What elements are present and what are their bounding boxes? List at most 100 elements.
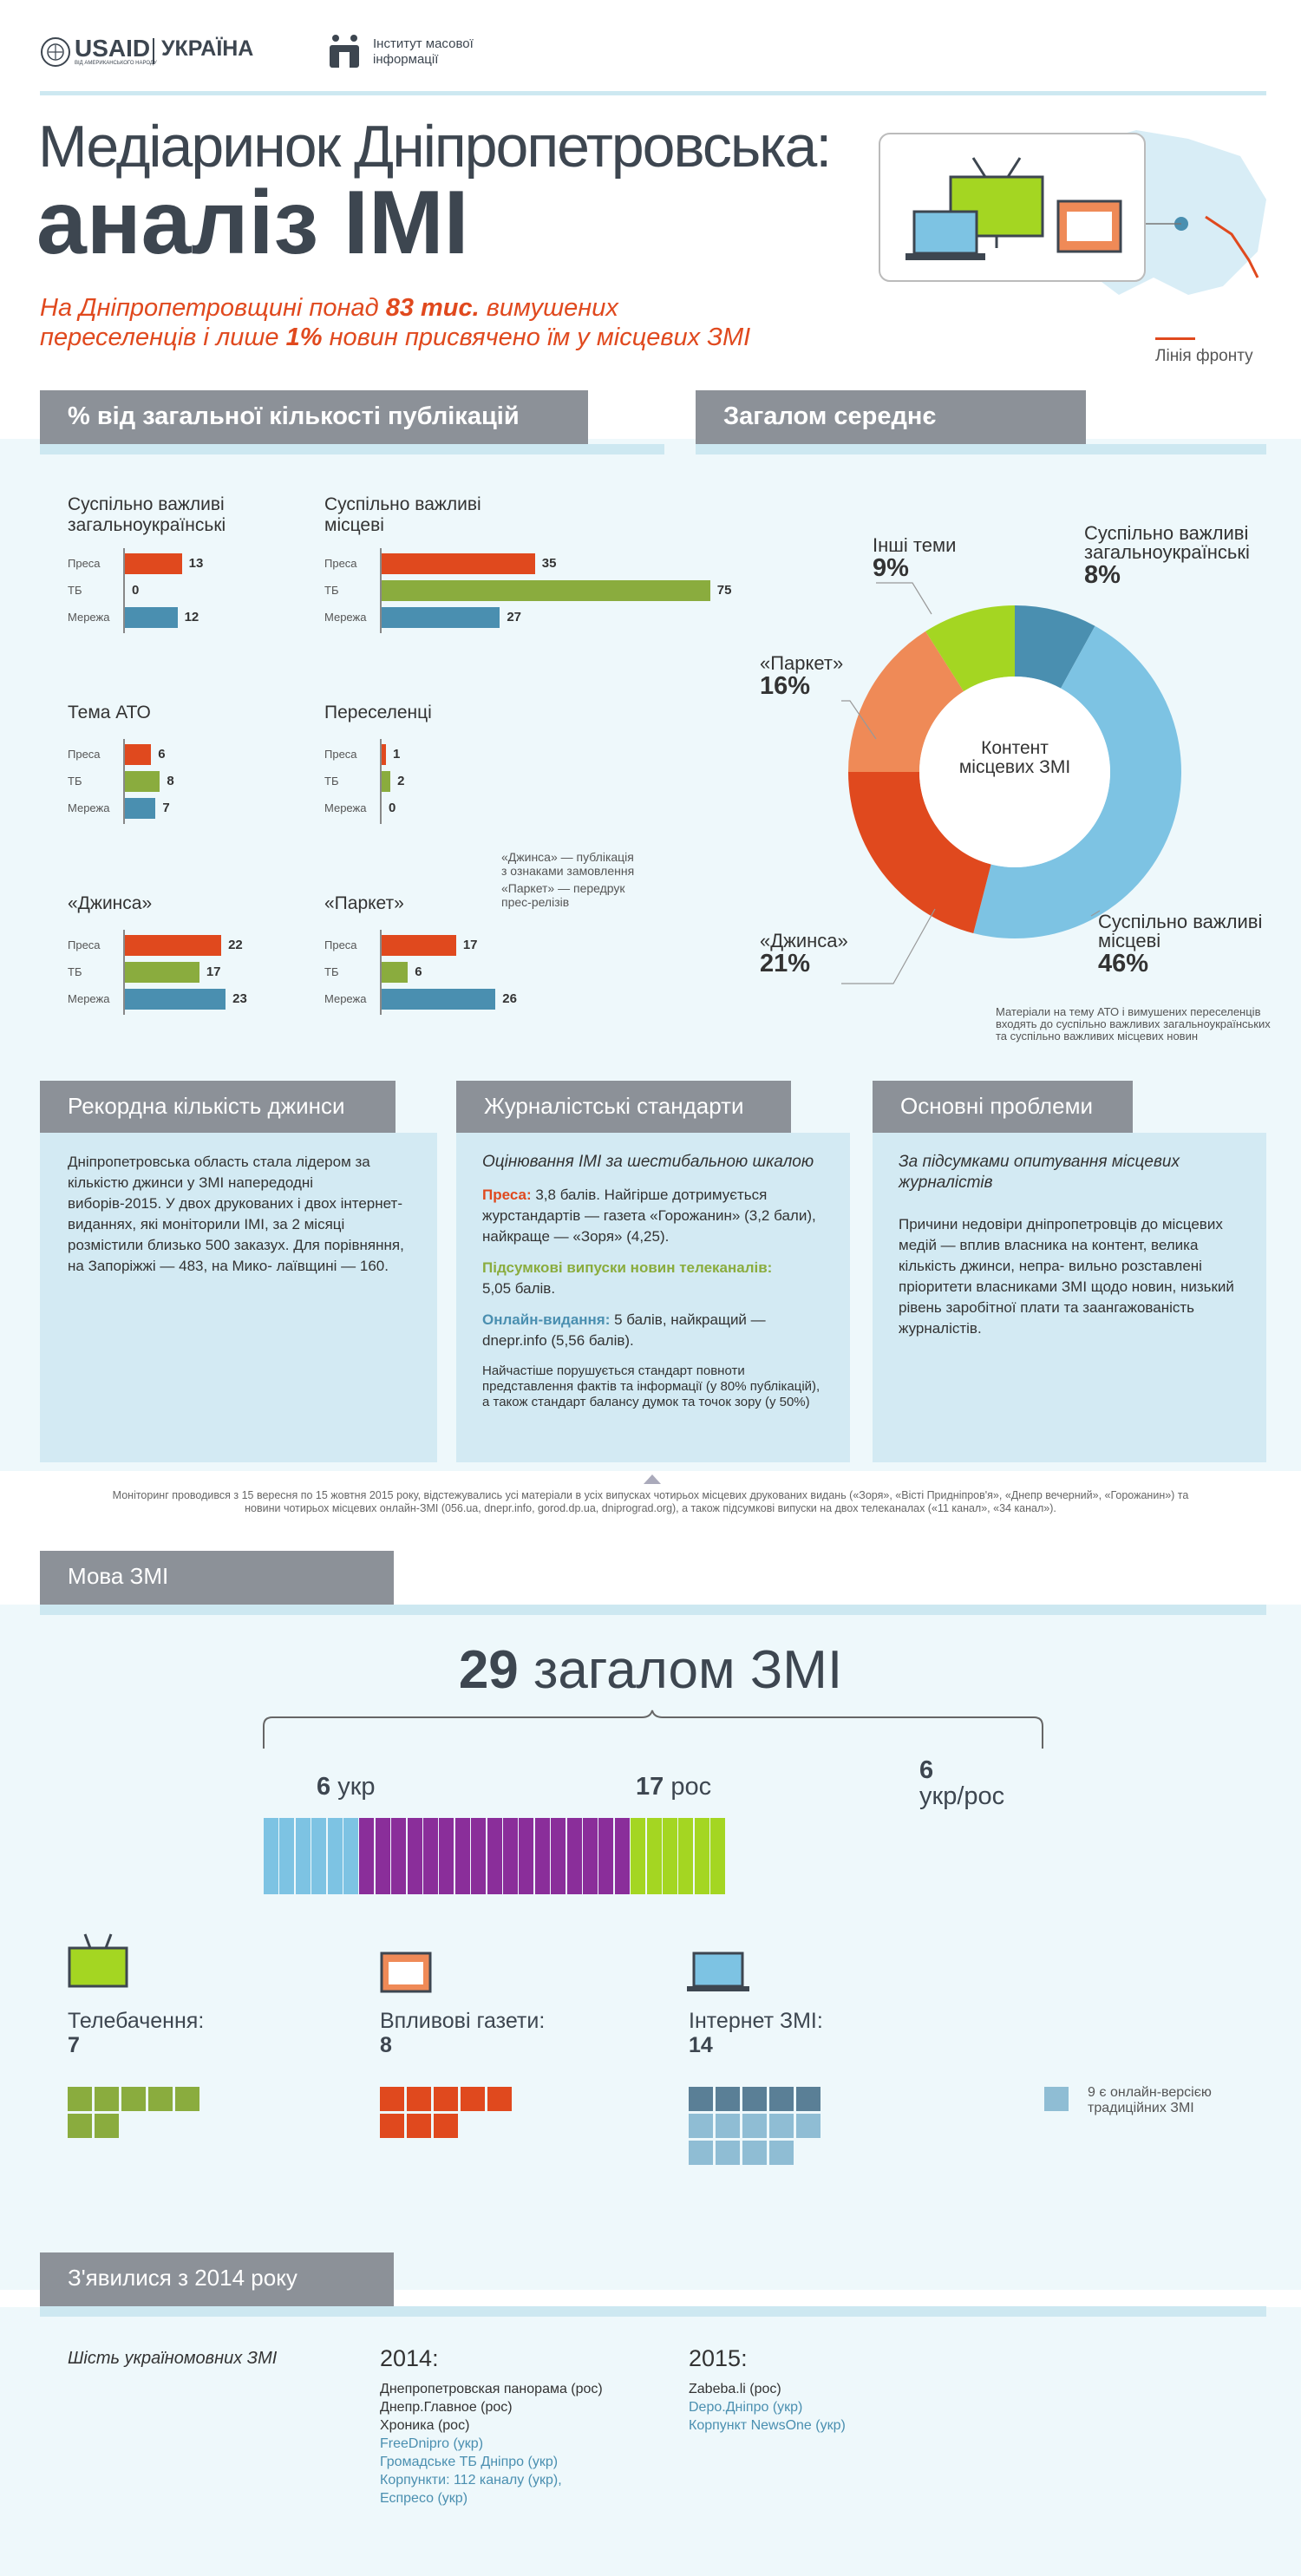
standards-header: Журналістські стандарти — [456, 1081, 791, 1134]
lang-square-ros — [487, 1818, 502, 1894]
standards-footer: Найчастіше порушується стандарт повноти … — [482, 1363, 820, 1409]
bar-category-label: ТБ — [324, 775, 339, 788]
bar-local-0 — [382, 553, 535, 574]
bar-national-2 — [125, 607, 178, 628]
tv-square — [121, 2087, 146, 2111]
media-outlet: Корпункти: 112 каналу (укр), — [380, 2473, 562, 2488]
lang-square-ros — [471, 1818, 487, 1894]
lang-ukr-text: укр — [330, 1773, 376, 1801]
bar-category-label: Мережа — [324, 801, 367, 814]
pie-label-jeansa-name: «Джинса» — [760, 930, 848, 951]
problems-header: Основні проблеми — [873, 1081, 1133, 1134]
standards-box: Оцінювання ІМІ за шестибальною шкалою Пр… — [456, 1133, 850, 1462]
bar-value-label: 7 — [162, 801, 170, 815]
lang-square-ros — [503, 1818, 518, 1894]
bar-category-label: Мережа — [324, 611, 367, 624]
since2014-header-line — [40, 2306, 1266, 2317]
internet-square — [742, 2114, 767, 2138]
press-square — [380, 2114, 404, 2138]
lang-square-mix — [646, 1818, 662, 1894]
lang-square-ukr — [279, 1818, 295, 1894]
bar-value-label: 13 — [188, 556, 204, 571]
subtitle: На Дніпропетровщині понад 83 тис. вимуше… — [40, 293, 750, 352]
bar-value-label: 12 — [184, 610, 199, 624]
online-version-swatch — [1044, 2087, 1069, 2111]
press-square — [407, 2114, 431, 2138]
lang-mix-label: 6 укр/рос — [919, 1757, 1004, 1809]
media-outlet: Хроника (рос) — [380, 2418, 470, 2433]
tv-square — [175, 2087, 199, 2111]
problems-heading: За підсумками опитування місцевих журнал… — [899, 1153, 1180, 1192]
donut-slice-national — [1015, 605, 1095, 689]
press-square — [487, 2087, 512, 2111]
bar-category-label: Преса — [324, 938, 357, 951]
language-total: 29 загалом ЗМІ — [0, 1639, 1301, 1701]
bar-category-label: ТБ — [68, 965, 82, 978]
note-parket: «Паркет» — передрук прес-релізів — [501, 881, 625, 909]
media-outlet: Громадське ТБ Дніпро (укр) — [380, 2455, 559, 2469]
bar-value-label: 23 — [232, 991, 247, 1006]
tv-square — [95, 2087, 119, 2111]
press-square — [434, 2114, 458, 2138]
lang-ros-text: рос — [664, 1773, 712, 1801]
media-outlet: Depo.Дніпро (укр) — [689, 2400, 803, 2415]
front-line-label: Лінія фронту — [1155, 347, 1253, 365]
bar-category-label: ТБ — [68, 775, 82, 788]
tv-type-label: Телебачення: — [68, 2009, 205, 2033]
tv-type-count: 7 — [68, 2033, 80, 2057]
press-type-count: 8 — [380, 2033, 392, 2057]
pie-label-jeansa: «Джинса» 21% — [760, 930, 899, 977]
lang-square-ukr — [295, 1818, 311, 1894]
standards-tv: Підсумкові випуски новин телеканалів: 5,… — [482, 1258, 824, 1299]
internet-square — [769, 2087, 794, 2111]
lang-square-ros — [359, 1818, 375, 1894]
standards-press-text: 3,8 балів. Найгірше дотримується журстан… — [482, 1187, 816, 1245]
pie-label-other-pct: 9% — [873, 554, 909, 582]
language-band — [0, 1605, 1301, 2290]
lang-square-ros — [551, 1818, 566, 1894]
six-ukr-label: Шість україномовних ЗМІ — [68, 2349, 278, 2368]
subtitle-p1: На Дніпропетровщині понад — [40, 294, 386, 322]
front-line-swatch — [1155, 337, 1195, 340]
bar-value-label: 22 — [228, 938, 243, 952]
media-outlet: Днепропетровская панорама (рос) — [380, 2382, 603, 2396]
bar-value-label: 2 — [397, 774, 405, 788]
lang-square-ros — [566, 1818, 582, 1894]
record-header: Рекордна кількість джинси — [40, 1081, 396, 1134]
media-outlet: FreeDnipro (укр) — [380, 2436, 484, 2451]
bar-national-0 — [125, 553, 182, 574]
bar-value-label: 17 — [206, 964, 221, 979]
bar-category-label: Преса — [324, 748, 357, 761]
subtitle-p2: 83 тис. — [385, 294, 480, 322]
standards-online-label: Онлайн-видання: — [482, 1311, 611, 1328]
list-2014: Днепропетровская панорама (рос) Днепр.Гла… — [380, 2380, 603, 2507]
pie-label-national-name: Суспільно важливі загальноукраїнські — [1084, 522, 1250, 563]
note-pie: Матеріали на тему АТО і вимушених пересе… — [996, 1005, 1271, 1043]
bar-category-label: Мережа — [68, 992, 110, 1005]
imi-logo: Інститут масової інформації — [328, 33, 501, 71]
publications-header: % від загальної кількості публікацій — [40, 390, 588, 444]
language-total-num: 29 — [458, 1640, 519, 1700]
content-donut-chart — [848, 605, 1181, 938]
standards-tv-text: 5,05 балів. — [482, 1280, 556, 1297]
imi-logo-icon — [330, 35, 359, 68]
lang-ros-label: 17 рос — [636, 1773, 711, 1801]
press-square — [434, 2087, 458, 2111]
list-2015: Zabeba.li (рос) Depo.Дніпро (укр) Корпункт… — [689, 2380, 846, 2435]
standards-press: Преса: 3,8 балів. Найгірше дотримується … — [482, 1185, 824, 1247]
bar-idp-0 — [382, 744, 387, 765]
since2014-band — [0, 2307, 1301, 2576]
pie-label-other: Інші теми 9% — [873, 536, 1011, 582]
bar-parket-2 — [382, 989, 496, 1010]
page-title-line2: аналіз ІМІ — [36, 173, 469, 273]
bar-category-label: ТБ — [68, 584, 82, 597]
bar-category-label: Мережа — [324, 992, 367, 1005]
internet-square — [742, 2087, 767, 2111]
subtitle-p6: новин присвячено їм у місцевих ЗМІ — [322, 324, 751, 351]
average-header: Загалом середнє — [696, 390, 1086, 444]
newspaper-icon — [1056, 199, 1122, 253]
bar-axis — [380, 548, 382, 633]
language-header-line — [40, 1605, 1266, 1615]
donut-slice-other — [925, 605, 1015, 692]
lang-square-ukr — [264, 1818, 278, 1894]
